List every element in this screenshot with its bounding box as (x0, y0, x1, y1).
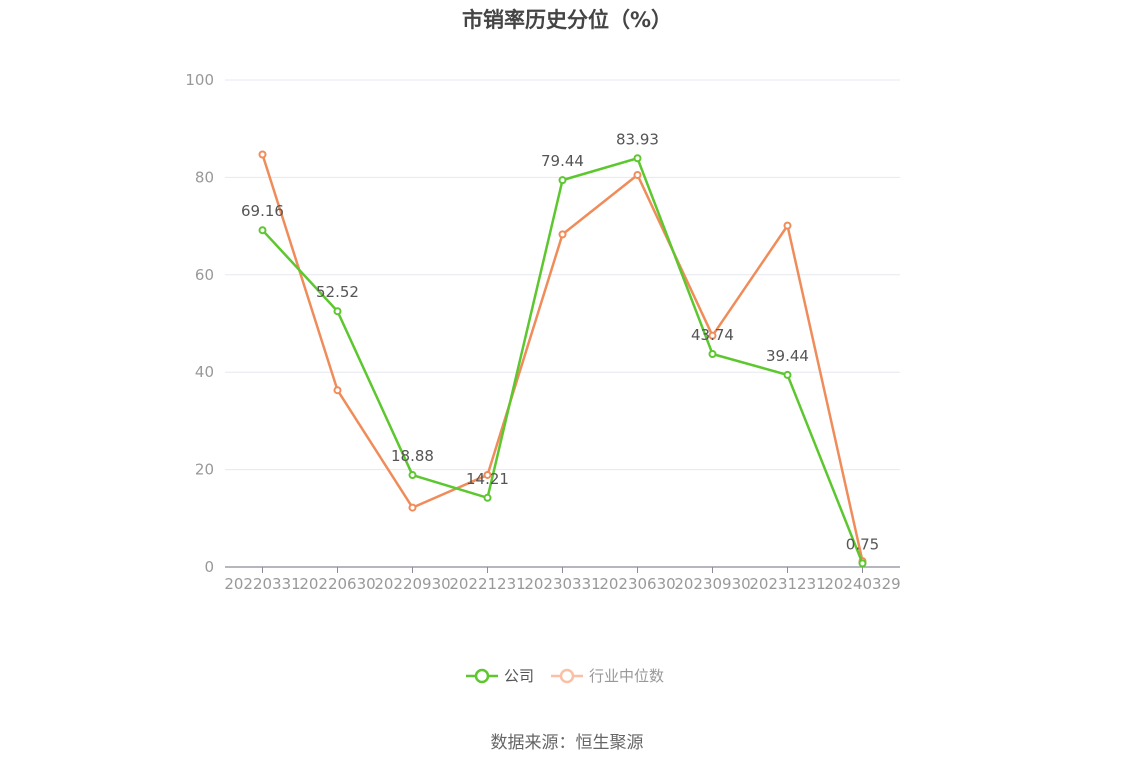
data-label: 79.44 (541, 152, 584, 170)
data-point (408, 471, 417, 480)
x-tick-label: 20231231 (749, 575, 825, 593)
x-tick-label: 20230630 (599, 575, 675, 593)
data-label: 52.52 (316, 283, 359, 301)
data-point (633, 170, 642, 179)
data-point (483, 470, 492, 479)
legend-label-0: 公司 (504, 667, 534, 685)
data-point (333, 386, 342, 395)
x-tick-label: 20220630 (299, 575, 375, 593)
data-label: 39.44 (766, 347, 809, 365)
chart-title: 市销率历史分位（%） (461, 8, 673, 32)
x-tick-label: 20220331 (224, 575, 300, 593)
data-label: 18.88 (391, 447, 434, 465)
data-point (633, 154, 642, 163)
data-label: 0.75 (846, 535, 879, 553)
data-point (708, 331, 717, 340)
data-point (783, 370, 792, 379)
data-point (783, 221, 792, 230)
data-point (258, 226, 267, 235)
data-point (333, 307, 342, 316)
y-tick-label: 40 (195, 363, 214, 381)
x-tick-label: 20230331 (524, 575, 600, 593)
data-point (708, 349, 717, 358)
legend-label-1: 行业中位数 (589, 667, 664, 685)
legend-marker-0 (474, 668, 490, 684)
data-source: 数据来源：恒生聚源 (490, 733, 644, 753)
y-tick-label: 80 (195, 168, 214, 186)
data-label: 69.16 (241, 202, 284, 220)
data-point (558, 230, 567, 239)
data-label: 43.74 (691, 326, 734, 344)
legend-marker-1 (559, 668, 575, 684)
y-tick-label: 20 (195, 461, 214, 479)
x-tick-label: 20240329 (824, 575, 900, 593)
y-tick-label: 100 (185, 71, 214, 89)
data-point (408, 503, 417, 512)
y-tick-label: 60 (195, 266, 214, 284)
x-tick-label: 20230930 (674, 575, 750, 593)
data-label: 14.21 (466, 470, 509, 488)
data-point (258, 150, 267, 159)
data-point (483, 493, 492, 502)
data-point (558, 176, 567, 185)
y-tick-label: 0 (204, 558, 214, 576)
x-tick-label: 20220930 (374, 575, 450, 593)
data-label: 83.93 (616, 130, 659, 148)
data-point (858, 559, 867, 568)
x-tick-label: 20221231 (449, 575, 525, 593)
